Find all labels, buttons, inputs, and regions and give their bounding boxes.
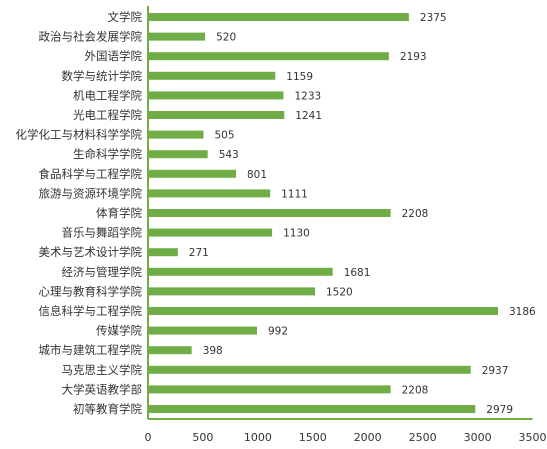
- value-labels: 2375 520 2193 1159 1233 1241 505 543 801 1111 2208…: [189, 12, 536, 416]
- category-label: 城市与建筑工程学院: [39, 343, 143, 357]
- bar: [148, 326, 257, 335]
- data-label: 1241: [295, 110, 322, 122]
- x-tick-label: 1000: [244, 431, 272, 444]
- category-label: 体育学院: [96, 206, 142, 220]
- category-label: 文学院: [108, 10, 143, 24]
- bar: [148, 52, 389, 61]
- x-tick-label: 3000: [464, 431, 492, 444]
- data-label: 2193: [400, 51, 427, 63]
- bar: [148, 150, 208, 159]
- x-tick-label: 1500: [299, 431, 327, 444]
- category-label: 食品科学与工程学院: [39, 167, 143, 181]
- axes: 0 500 1000 1500 2000 2500 3000 3500: [145, 6, 547, 444]
- data-label: 1681: [344, 267, 371, 279]
- x-tick-label: 3500: [519, 431, 547, 444]
- category-label: 机电工程学院: [73, 88, 142, 102]
- category-label: 化学化工与材料科学学院: [16, 128, 143, 142]
- data-label: 2208: [402, 384, 429, 396]
- bar: [148, 130, 204, 139]
- bar: [148, 228, 273, 237]
- category-label: 旅游与资源环境学院: [39, 186, 143, 200]
- bars-layer: [148, 13, 498, 413]
- data-label: 505: [215, 130, 235, 142]
- category-label: 光电工程学院: [73, 108, 142, 122]
- bar: [148, 91, 284, 100]
- bar: [148, 405, 476, 413]
- category-label: 初等教育学院: [73, 402, 142, 416]
- bar: [148, 209, 391, 217]
- data-label: 2937: [482, 365, 509, 377]
- category-label: 政治与社会发展学院: [39, 30, 143, 44]
- x-tick-label: 0: [145, 431, 152, 444]
- data-label: 3186: [509, 306, 536, 318]
- bar: [148, 189, 271, 198]
- data-label: 801: [247, 169, 267, 181]
- bar: [148, 248, 178, 257]
- data-label: 520: [216, 32, 236, 44]
- category-label: 心理与教育科学学院: [39, 284, 143, 298]
- bar: [148, 307, 498, 315]
- category-label: 生命科学学院: [73, 147, 142, 161]
- category-label: 数学与统计学院: [62, 69, 143, 83]
- data-label: 2208: [402, 208, 429, 220]
- category-label: 信息科学与工程学院: [39, 304, 143, 318]
- data-label: 543: [219, 149, 239, 161]
- bar: [148, 32, 206, 41]
- data-label: 1520: [326, 286, 353, 298]
- data-label: 398: [203, 345, 223, 357]
- bar: [148, 287, 315, 296]
- category-label: 经济与管理学院: [62, 265, 143, 279]
- bar: [148, 169, 236, 178]
- x-tick-label: 2000: [354, 431, 382, 444]
- category-label: 外国语学院: [85, 49, 143, 63]
- bar: [148, 267, 333, 276]
- data-label: 1130: [283, 228, 310, 240]
- category-label: 美术与艺术设计学院: [39, 245, 143, 259]
- data-label: 271: [189, 247, 209, 259]
- data-label: 1111: [281, 188, 308, 200]
- bar: [148, 111, 285, 119]
- data-label: 2375: [420, 12, 447, 24]
- category-labels: 文学院政治与社会发展学院外国语学院数学与统计学院机电工程学院光电工程学院化学化工…: [16, 10, 143, 416]
- category-label: 传媒学院: [96, 324, 142, 338]
- bar: [148, 385, 391, 394]
- bar: [148, 365, 471, 374]
- data-label: 1233: [295, 90, 322, 102]
- data-label: 992: [268, 326, 288, 338]
- category-label: 大学英语教学部: [62, 382, 143, 396]
- bar: [148, 346, 192, 355]
- category-label: 音乐与舞蹈学院: [62, 226, 143, 240]
- data-label: 1159: [286, 71, 313, 83]
- data-label: 2979: [486, 404, 513, 416]
- bar: [148, 71, 276, 80]
- x-tick-label: 2500: [409, 431, 437, 444]
- bar: [148, 13, 409, 21]
- category-label: 马克思主义学院: [62, 363, 143, 377]
- x-tick-label: 500: [192, 431, 213, 444]
